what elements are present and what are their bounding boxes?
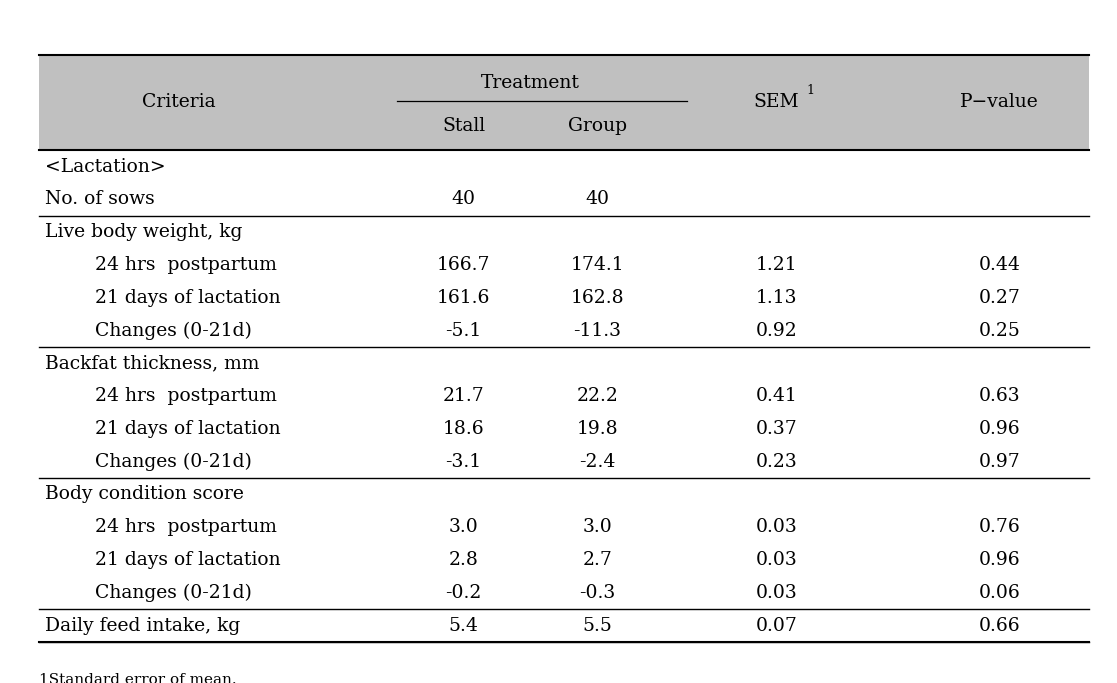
Text: -3.1: -3.1: [446, 453, 481, 471]
Text: 166.7: 166.7: [437, 256, 490, 274]
Text: 162.8: 162.8: [571, 289, 624, 307]
Text: 19.8: 19.8: [576, 420, 619, 438]
Text: 0.03: 0.03: [755, 584, 798, 602]
Text: 1Standard error of mean.: 1Standard error of mean.: [39, 673, 237, 683]
Text: 21 days of lactation: 21 days of lactation: [95, 551, 280, 569]
Text: -11.3: -11.3: [574, 322, 621, 339]
Text: 0.25: 0.25: [978, 322, 1021, 339]
Text: Daily feed intake, kg: Daily feed intake, kg: [45, 617, 240, 635]
Text: 24 hrs  postpartum: 24 hrs postpartum: [95, 387, 277, 405]
Text: Changes (0-21d): Changes (0-21d): [95, 584, 251, 602]
Text: 1.13: 1.13: [755, 289, 798, 307]
Text: 2.8: 2.8: [449, 551, 478, 569]
Text: 21.7: 21.7: [442, 387, 485, 405]
Text: 18.6: 18.6: [442, 420, 485, 438]
Text: 1: 1: [806, 83, 814, 97]
Text: -0.2: -0.2: [446, 584, 481, 602]
Text: 0.37: 0.37: [755, 420, 798, 438]
Text: SEM: SEM: [754, 94, 799, 111]
Text: 174.1: 174.1: [571, 256, 624, 274]
Text: 1.21: 1.21: [755, 256, 798, 274]
Text: 0.03: 0.03: [755, 551, 798, 569]
Text: 0.66: 0.66: [978, 617, 1021, 635]
Text: 0.23: 0.23: [755, 453, 798, 471]
Text: Changes (0-21d): Changes (0-21d): [95, 322, 251, 339]
Text: -5.1: -5.1: [446, 322, 481, 339]
Text: 0.03: 0.03: [755, 518, 798, 536]
Text: 161.6: 161.6: [437, 289, 490, 307]
Text: 40: 40: [585, 191, 610, 208]
Text: -2.4: -2.4: [580, 453, 615, 471]
Text: Stall: Stall: [442, 117, 485, 135]
Text: 0.92: 0.92: [755, 322, 798, 339]
Text: Live body weight, kg: Live body weight, kg: [45, 223, 242, 241]
Text: Backfat thickness, mm: Backfat thickness, mm: [45, 354, 259, 372]
Text: 21 days of lactation: 21 days of lactation: [95, 289, 280, 307]
Text: 0.06: 0.06: [978, 584, 1021, 602]
Text: 0.41: 0.41: [755, 387, 798, 405]
Text: 22.2: 22.2: [576, 387, 619, 405]
Text: Group: Group: [569, 117, 627, 135]
Text: 3.0: 3.0: [449, 518, 478, 536]
Text: P−value: P−value: [961, 94, 1039, 111]
Text: 24 hrs  postpartum: 24 hrs postpartum: [95, 256, 277, 274]
Text: Criteria: Criteria: [142, 94, 216, 111]
Text: <Lactation>: <Lactation>: [45, 158, 165, 176]
Text: 0.07: 0.07: [755, 617, 798, 635]
Text: Treatment: Treatment: [481, 74, 580, 92]
Text: 5.5: 5.5: [583, 617, 612, 635]
Text: 0.44: 0.44: [978, 256, 1021, 274]
Text: Body condition score: Body condition score: [45, 486, 244, 503]
Text: 0.63: 0.63: [978, 387, 1021, 405]
Text: 0.96: 0.96: [978, 420, 1021, 438]
Text: 0.96: 0.96: [978, 551, 1021, 569]
Text: 0.76: 0.76: [978, 518, 1021, 536]
Text: Changes (0-21d): Changes (0-21d): [95, 453, 251, 471]
Text: 0.27: 0.27: [978, 289, 1021, 307]
Text: 0.97: 0.97: [978, 453, 1021, 471]
Text: 24 hrs  postpartum: 24 hrs postpartum: [95, 518, 277, 536]
Text: -0.3: -0.3: [580, 584, 615, 602]
Bar: [39, 55, 1089, 150]
Text: 2.7: 2.7: [583, 551, 612, 569]
Text: 40: 40: [451, 191, 476, 208]
Text: 3.0: 3.0: [583, 518, 612, 536]
Text: 5.4: 5.4: [449, 617, 478, 635]
Text: 21 days of lactation: 21 days of lactation: [95, 420, 280, 438]
Text: No. of sows: No. of sows: [45, 191, 154, 208]
